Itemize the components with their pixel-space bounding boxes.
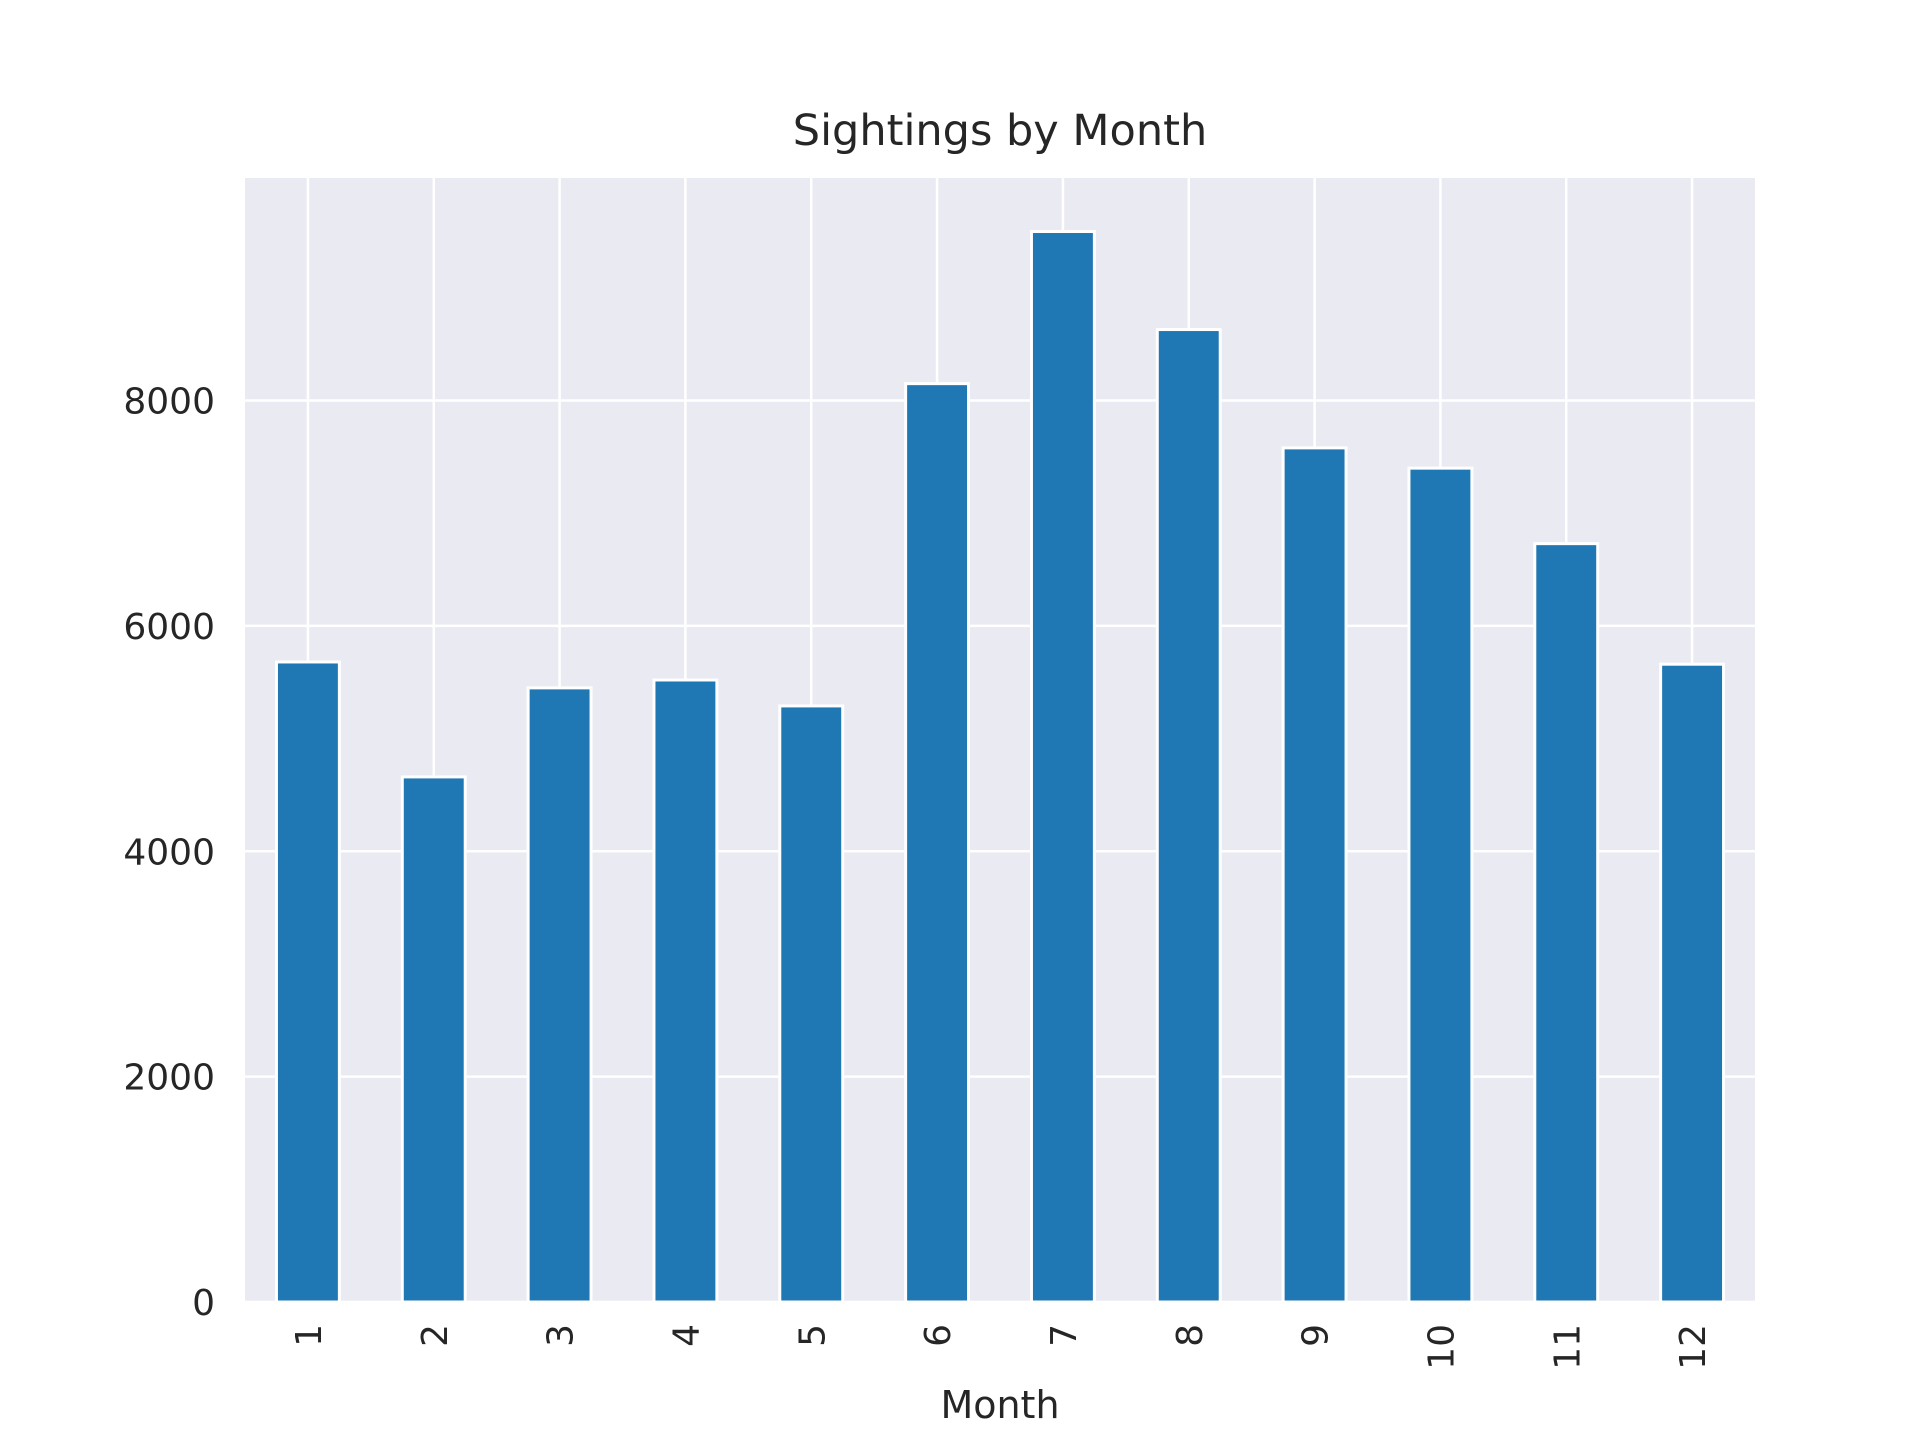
x-tick-label: 7: [1044, 1324, 1085, 1347]
x-tick-label: 8: [1170, 1324, 1211, 1347]
bar-month-5: [778, 704, 845, 1304]
x-axis-ticks: 1 2 3 4 5 6 7 8 9 10 11 12: [289, 1324, 1714, 1370]
y-tick-label: 8000: [123, 382, 215, 423]
bars: [274, 230, 1726, 1304]
x-tick-label: 2: [415, 1324, 456, 1347]
x-tick-label: 12: [1673, 1324, 1714, 1370]
bar-month-3: [526, 686, 593, 1304]
plot-background: [245, 178, 1755, 1302]
y-tick-label: 0: [192, 1283, 215, 1324]
y-axis-ticks: 0 2000 4000 6000 8000: [123, 382, 215, 1324]
x-tick-label: 4: [666, 1324, 707, 1347]
bar-month-7: [1029, 230, 1096, 1304]
bar-month-12: [1659, 662, 1726, 1304]
x-tick-label: 11: [1547, 1324, 1588, 1370]
bar-month-4: [652, 678, 719, 1304]
x-tick-label: 5: [792, 1324, 833, 1347]
x-tick-label: 10: [1421, 1324, 1462, 1370]
x-tick-label: 9: [1296, 1324, 1337, 1347]
bar-month-6: [904, 382, 971, 1304]
y-tick-label: 4000: [123, 832, 215, 873]
bar-month-8: [1155, 328, 1222, 1304]
bar-month-10: [1407, 466, 1474, 1304]
bar-month-2: [400, 775, 467, 1304]
bar-month-11: [1533, 542, 1600, 1304]
y-tick-label: 2000: [123, 1058, 215, 1099]
bar-month-1: [274, 660, 341, 1304]
chart-title: Sightings by Month: [793, 106, 1207, 156]
x-axis-label: Month: [940, 1383, 1059, 1427]
x-tick-label: 6: [918, 1324, 959, 1347]
x-tick-label: 3: [541, 1324, 582, 1347]
bar-month-9: [1281, 446, 1348, 1304]
y-tick-label: 6000: [123, 607, 215, 648]
x-tick-label: 1: [289, 1324, 330, 1347]
